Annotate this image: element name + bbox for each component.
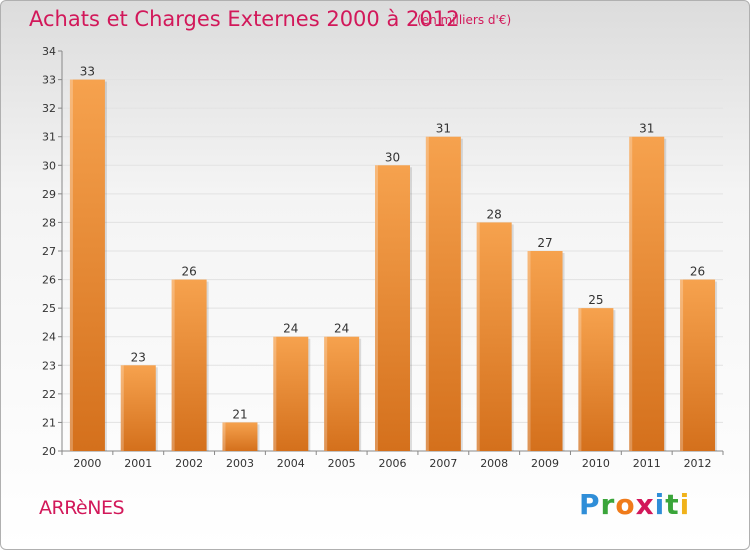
x-tick-label: 2003: [226, 457, 254, 470]
data-label: 21: [232, 407, 247, 421]
logo-letter: t: [665, 488, 680, 521]
data-label: 28: [487, 207, 502, 221]
bar-highlight: [476, 222, 480, 451]
x-tick-label: 2000: [73, 457, 101, 470]
chart-title: Achats et Charges Externes 2000 à 2012: [29, 7, 460, 31]
data-label: 25: [588, 293, 603, 307]
y-tick-label: 31: [42, 131, 56, 144]
data-label: 23: [131, 350, 146, 364]
y-tick-label: 21: [42, 416, 56, 429]
bar: [120, 365, 156, 451]
y-tick-label: 28: [42, 216, 56, 229]
data-label: 26: [181, 265, 196, 279]
bar: [69, 79, 105, 452]
data-label: 24: [283, 322, 298, 336]
x-tick-label: 2002: [175, 457, 203, 470]
x-tick-label: 2012: [684, 457, 712, 470]
x-tick-label: 2005: [328, 457, 356, 470]
data-label: 33: [80, 65, 95, 79]
data-label: 26: [690, 265, 705, 279]
data-label: 24: [334, 322, 349, 336]
x-tick-label: 2004: [277, 457, 305, 470]
x-tick-label: 2008: [480, 457, 508, 470]
y-tick-label: 25: [42, 302, 56, 315]
x-tick-label: 2006: [379, 457, 407, 470]
bar: [425, 136, 461, 451]
bars-layer: [69, 79, 718, 452]
bar-highlight: [425, 136, 429, 451]
labels-layer: 33 2000 23 2001 26 2002 21 2003 24 2004 24 2005 30 20…: [73, 65, 711, 470]
logo-letter: x: [635, 488, 655, 521]
bar-highlight: [222, 422, 226, 451]
data-label: 30: [385, 150, 400, 164]
proxiti-logo: Proxiti: [579, 488, 690, 521]
logo-letter: i: [679, 488, 691, 521]
y-tick-label: 33: [42, 74, 56, 87]
bar: [222, 422, 258, 451]
logo-letter: i: [654, 488, 666, 521]
bar: [375, 165, 410, 452]
bar-highlight: [680, 279, 684, 451]
bar-highlight: [273, 336, 277, 451]
data-label: 31: [436, 122, 451, 136]
y-tick-label: 24: [42, 331, 56, 344]
bar: [324, 336, 360, 451]
bar: [527, 251, 563, 451]
bar-highlight: [324, 336, 328, 451]
y-tick-label: 29: [42, 188, 56, 201]
bar: [629, 136, 665, 451]
x-tick-label: 2011: [633, 457, 661, 470]
chart-unit: (en milliers d'€): [417, 13, 512, 27]
y-tick-label: 30: [42, 159, 56, 172]
y-tick-label: 22: [42, 388, 56, 401]
x-tick-label: 2010: [582, 457, 610, 470]
bar: [578, 308, 614, 451]
y-tick-label: 34: [42, 45, 56, 58]
bar-highlight: [375, 165, 378, 452]
bar: [273, 336, 309, 451]
bar-highlight: [629, 136, 633, 451]
bar-highlight: [527, 251, 531, 451]
y-tick-label: 32: [42, 102, 56, 115]
x-tick-label: 2009: [531, 457, 559, 470]
y-tick-label: 20: [42, 445, 56, 458]
data-label: 31: [639, 122, 654, 136]
bar-highlight: [69, 79, 73, 452]
y-tick-label: 23: [42, 359, 56, 372]
bar: [680, 279, 716, 451]
data-label: 27: [537, 236, 552, 250]
y-tick-label: 26: [42, 274, 56, 287]
y-tick-label: 27: [42, 245, 56, 258]
x-tick-label: 2007: [429, 457, 457, 470]
bar-highlight: [578, 308, 582, 451]
logo-letter: r: [600, 488, 616, 521]
x-tick-label: 2001: [124, 457, 152, 470]
logo-letter: P: [579, 488, 601, 521]
bar-highlight: [171, 279, 175, 451]
logo-letter: o: [615, 488, 636, 521]
commune-name: ARRèNES: [39, 497, 125, 519]
bar: [476, 222, 512, 451]
bar-highlight: [120, 365, 124, 451]
bar: [171, 279, 207, 451]
